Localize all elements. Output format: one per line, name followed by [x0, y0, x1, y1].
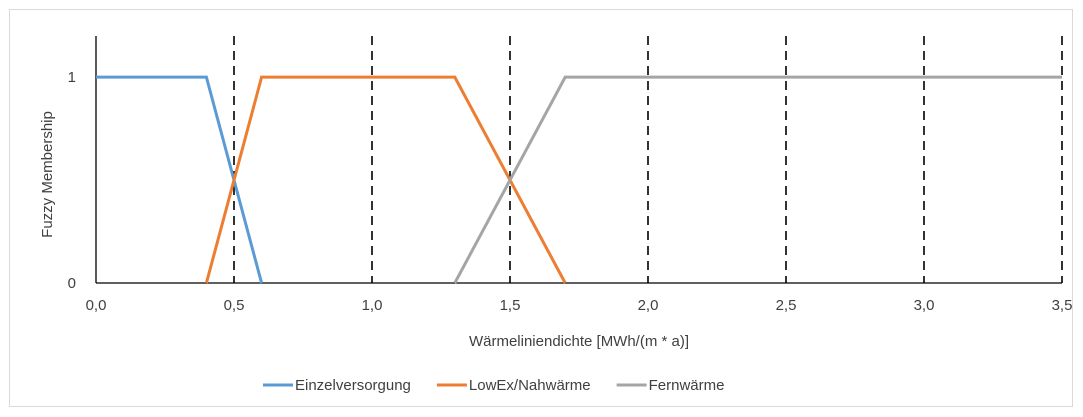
x-tick-label: 2,0	[638, 297, 659, 314]
series-line-3	[453, 75, 1062, 284]
x-axis-title: Wärmeliniendichte [MWh/(m * a)]	[469, 333, 689, 350]
legend-label-3: Fernwärme	[649, 377, 725, 394]
x-tick-labels: 0,0 0,5 1,0 1,5 2,0 2,5 3,0 3,5	[86, 297, 1073, 314]
x-tick-label: 0,0	[86, 297, 107, 314]
legend: Einzelversorgung LowEx/Nahwärme Fernwärme	[263, 377, 724, 394]
chart-frame	[9, 9, 1073, 407]
y-tick-labels: 01	[68, 69, 76, 292]
legend-label-2: LowEx/Nahwärme	[469, 377, 591, 394]
series-line-1	[96, 75, 264, 284]
y-tick-label: 0	[68, 275, 76, 292]
x-tick-label: 2,5	[776, 297, 797, 314]
x-tick-label: 3,0	[914, 297, 935, 314]
x-tick-label: 3,5	[1052, 297, 1073, 314]
x-tick-label: 1,0	[362, 297, 383, 314]
x-tick-label: 1,5	[500, 297, 521, 314]
x-tick-label: 0,5	[224, 297, 245, 314]
dashed-reference-lines	[233, 36, 1063, 283]
y-axis-title: Fuzzy Membership	[39, 111, 56, 238]
y-tick-label: 1	[68, 69, 76, 86]
series-lines	[96, 75, 1062, 284]
legend-label-1: Einzelversorgung	[295, 377, 411, 394]
